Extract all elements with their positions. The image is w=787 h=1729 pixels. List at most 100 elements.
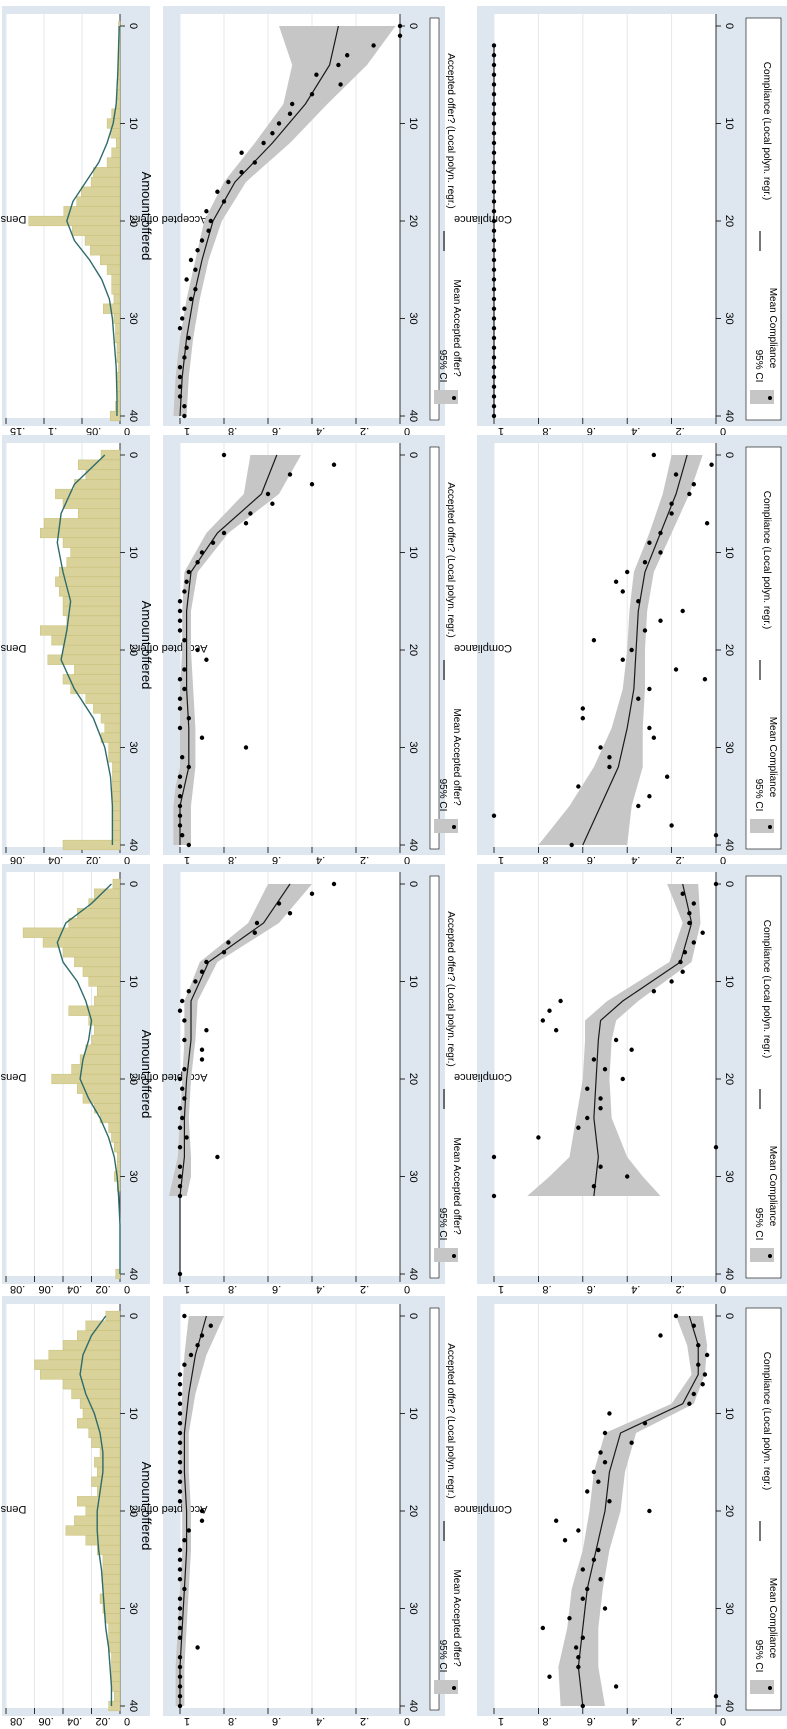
histogram-bar	[81, 186, 121, 197]
histogram-bar	[85, 1505, 121, 1517]
y-tick-label: .02	[86, 854, 101, 866]
data-point	[195, 248, 200, 253]
y-tick-label: .6	[272, 425, 281, 437]
data-point	[177, 1694, 183, 1699]
data-point	[254, 920, 260, 926]
data-point	[664, 774, 670, 779]
data-point	[491, 43, 497, 48]
data-point	[177, 1616, 183, 1621]
data-point	[177, 384, 183, 389]
data-point	[180, 833, 185, 838]
histogram-bar	[51, 1073, 121, 1085]
data-point	[261, 140, 266, 146]
x-tick-label: 40	[407, 839, 419, 851]
x-tick-label: 20	[127, 1505, 139, 1517]
x-tick-label: 0	[723, 1313, 735, 1319]
x-tick-label: 20	[407, 1073, 419, 1085]
histogram-bar	[70, 547, 121, 558]
x-tick-label: 0	[723, 23, 735, 29]
data-point	[177, 1125, 183, 1130]
legend-ci-swatch	[434, 1680, 458, 1694]
data-point	[177, 1684, 183, 1689]
data-point	[553, 1518, 559, 1523]
data-point	[491, 218, 497, 224]
histogram-bar	[59, 566, 121, 578]
x-tick-label: 20	[723, 215, 735, 227]
data-point	[680, 608, 685, 614]
legend-point-label: Mean Compliance	[767, 1578, 778, 1659]
data-point	[580, 706, 585, 711]
data-point	[580, 1567, 585, 1572]
data-point	[573, 1645, 579, 1650]
kde-line	[66, 25, 120, 416]
data-point	[696, 1343, 701, 1348]
data-point	[177, 1460, 183, 1465]
y-tick-label: .04	[67, 1715, 82, 1727]
histogram-bar	[85, 1320, 121, 1331]
histogram-bar	[66, 557, 121, 568]
y-tick-label: .4	[631, 1283, 640, 1295]
data-point	[491, 248, 497, 253]
y-axis-title: Density	[0, 642, 26, 654]
histogram-bar	[62, 596, 121, 607]
data-point	[682, 950, 688, 955]
histogram-bar	[94, 1025, 121, 1036]
legend-point-label: Mean Compliance	[767, 717, 778, 798]
data-point	[491, 813, 497, 818]
data-point	[647, 794, 652, 799]
x-tick-label: 0	[127, 23, 139, 29]
data-point	[309, 92, 315, 97]
y-tick-label: .4	[631, 854, 640, 866]
data-point	[491, 160, 497, 165]
data-point	[177, 1391, 183, 1397]
data-point	[182, 686, 187, 692]
legend-line-label: Accepted offer? (Local polyn. regr.)	[445, 53, 456, 208]
data-point	[602, 1067, 608, 1072]
data-point	[491, 374, 497, 380]
histogram-bar	[104, 722, 121, 734]
histogram-bar	[102, 1583, 121, 1595]
data-point	[221, 950, 227, 955]
histogram-bar	[91, 1034, 121, 1046]
data-point	[186, 569, 191, 575]
x-tick-label: 10	[407, 546, 419, 558]
legend-ci-swatch	[750, 819, 774, 833]
data-point	[184, 277, 189, 282]
legend-ci-label: 95% CI	[437, 350, 448, 383]
data-point	[491, 384, 497, 389]
histogram-bar	[99, 1112, 121, 1124]
histogram-bar	[112, 800, 121, 812]
x-tick-label: 10	[723, 1407, 735, 1419]
data-point	[491, 394, 497, 399]
y-tick-label: 0	[404, 425, 410, 437]
histogram-bar	[40, 625, 121, 636]
data-point	[309, 482, 315, 487]
legend-box	[429, 875, 440, 1279]
histogram-bar	[105, 1613, 121, 1624]
x-tick-label: 20	[127, 644, 139, 656]
data-point	[177, 599, 183, 604]
data-point	[585, 1489, 590, 1494]
data-point	[702, 677, 708, 682]
histogram-bar	[82, 1408, 121, 1419]
histogram-bar	[85, 693, 121, 704]
histogram-bar	[62, 947, 121, 958]
data-point	[287, 911, 293, 916]
histogram-bar	[100, 713, 121, 724]
data-point	[195, 1343, 200, 1348]
data-point	[547, 1674, 552, 1679]
data-point	[186, 335, 191, 341]
x-tick-label: 30	[127, 1602, 139, 1614]
data-point	[184, 1135, 189, 1140]
histogram-bar	[77, 508, 121, 519]
data-point	[276, 121, 282, 126]
legend-ci-swatch	[750, 390, 774, 404]
histogram-bar	[68, 1005, 121, 1016]
histogram-bar	[112, 791, 121, 802]
data-point	[199, 550, 205, 555]
y-tick-label: 1	[184, 854, 190, 866]
